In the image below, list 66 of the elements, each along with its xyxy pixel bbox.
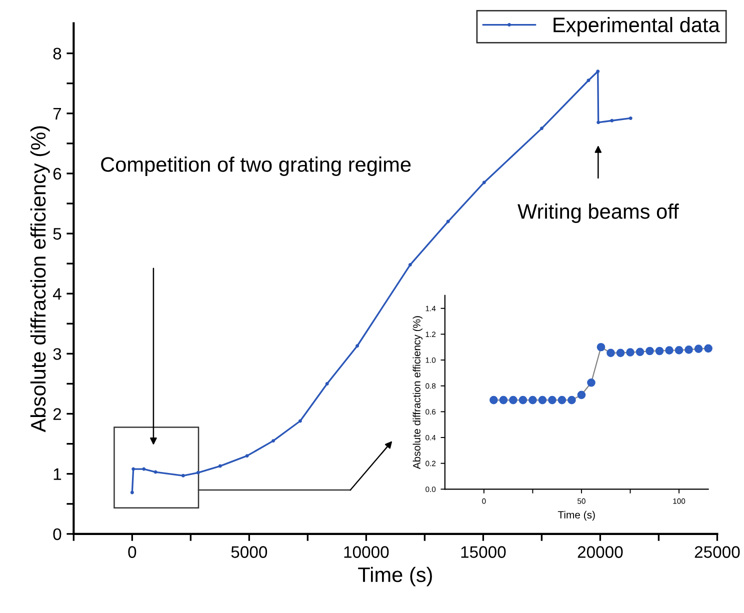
- point: [538, 396, 547, 404]
- point: [482, 180, 486, 184]
- point: [528, 396, 537, 404]
- point: [626, 348, 634, 356]
- y-tick-label: 0: [53, 528, 62, 540]
- point: [540, 126, 544, 130]
- point: [548, 396, 556, 404]
- point: [490, 396, 498, 404]
- annotation: Writing beams off: [518, 204, 679, 223]
- point: [694, 344, 703, 353]
- point: [610, 118, 614, 122]
- point: [446, 220, 450, 224]
- point: [596, 120, 600, 124]
- y-tick-label: 2: [53, 408, 62, 420]
- point: [298, 419, 302, 423]
- point: [408, 263, 412, 267]
- point: [142, 467, 146, 471]
- y-tick-label: 3: [53, 348, 62, 360]
- point: [684, 346, 693, 354]
- point: [665, 346, 674, 355]
- point: [356, 344, 360, 348]
- point: [245, 454, 249, 458]
- point: [636, 348, 644, 356]
- point: [606, 348, 615, 358]
- y-axis-title: Absolute diffraction efficiency (%): [412, 316, 422, 470]
- y-tick-label: 8: [53, 48, 62, 60]
- x-tick-label: 5000: [231, 546, 268, 558]
- point: [646, 346, 654, 356]
- point: [577, 390, 586, 400]
- y-tick-label: 6: [53, 168, 62, 180]
- point: [272, 439, 276, 443]
- point: [181, 474, 185, 478]
- x-tick-label: 15000: [461, 546, 506, 558]
- point: [628, 116, 632, 120]
- point: [325, 382, 329, 386]
- point: [586, 78, 590, 82]
- x-axis-title: Time (s): [358, 566, 432, 586]
- point: [568, 396, 576, 404]
- point: [596, 70, 600, 74]
- point: [154, 470, 158, 474]
- y-tick-label: 7: [53, 108, 62, 120]
- y-axis-title: Absolute diffraction efficiency (%): [30, 126, 50, 432]
- point: [499, 396, 508, 404]
- x-tick-label: 25000: [694, 546, 740, 558]
- x-axis-title: Time (s): [558, 510, 595, 521]
- point: [674, 346, 684, 354]
- point: [655, 346, 664, 356]
- point: [132, 467, 136, 471]
- point: [509, 396, 518, 404]
- x-tick-label: 10000: [344, 546, 389, 558]
- y-tick-label: 5: [53, 228, 62, 240]
- point: [218, 464, 222, 468]
- point: [558, 396, 566, 404]
- legend-label: Experimental data: [554, 16, 720, 36]
- point: [130, 490, 134, 494]
- annotation: Competition of two grating regime: [101, 156, 411, 176]
- x-tick-label: 20000: [578, 546, 623, 558]
- point: [596, 342, 606, 352]
- point: [616, 348, 625, 358]
- point: [518, 396, 528, 404]
- point: [704, 344, 712, 353]
- x-tick-label: 0: [128, 546, 136, 558]
- point: [196, 470, 200, 474]
- point: [587, 378, 596, 387]
- y-tick-label: 4: [52, 288, 62, 300]
- y-tick-label: 1: [54, 468, 62, 480]
